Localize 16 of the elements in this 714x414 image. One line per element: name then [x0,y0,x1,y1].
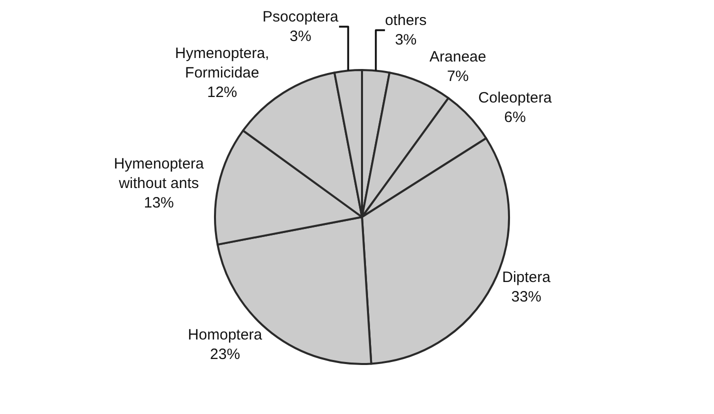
data-label: 33% [511,288,542,306]
slice-label: Diptera [502,269,552,286]
slice-label: Hymenoptera without ants [114,156,205,192]
slice-label: Homoptera [188,326,263,344]
slice-label: Psocoptera [262,8,340,26]
data-label: 12% [207,84,238,101]
data-label: 23% [210,346,240,363]
slice-label: Araneae [430,48,486,66]
data-label: 6% [504,109,526,126]
data-label: 7% [447,68,469,85]
data-label: 3% [290,28,312,45]
data-label: 3% [394,31,417,48]
slice-label: Coleoptera [478,90,552,107]
slice-label: Hymenoptera, Formicidae [175,44,270,82]
data-label: 13% [144,194,174,212]
slice-label: others [384,12,427,29]
